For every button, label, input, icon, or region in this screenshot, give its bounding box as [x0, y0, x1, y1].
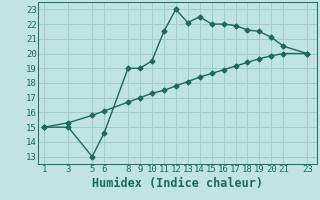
- X-axis label: Humidex (Indice chaleur): Humidex (Indice chaleur): [92, 177, 263, 190]
